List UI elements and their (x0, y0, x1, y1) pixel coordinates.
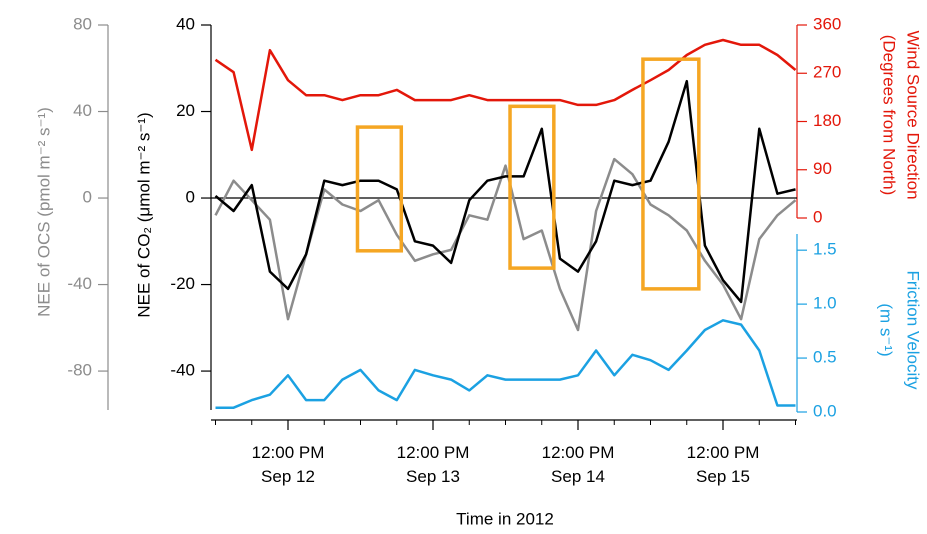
y-tick-label: 0.0 (813, 401, 837, 420)
y-axis-label: NEE of CO₂ (μmol m⁻² s⁻¹) (134, 112, 153, 317)
y-tick-label: 0 (813, 207, 822, 226)
y-tick-label: 80 (73, 14, 92, 33)
series-line (214, 157, 797, 332)
y-tick-label: -40 (170, 361, 195, 380)
y-tick-label: -40 (67, 274, 92, 293)
series-line (215, 319, 796, 409)
y-tick-label: 40 (176, 14, 195, 33)
x-tick-label: 12:00 PM Sep 14 (541, 443, 615, 486)
y-tick-label: 1.0 (813, 294, 837, 313)
highlight-box (355, 125, 404, 253)
x-tick-label: 12:00 PM Sep 15 (686, 443, 760, 486)
y-tick-label: 0 (186, 188, 195, 207)
y-tick-label: -20 (170, 274, 195, 293)
y-tick-label: 0.5 (813, 348, 837, 367)
y-tick-label: -80 (67, 361, 92, 380)
y-tick-label: 0 (83, 188, 92, 207)
y-tick-label: 180 (813, 111, 841, 130)
highlight-box (641, 57, 701, 291)
y-tick-label: 270 (813, 63, 841, 82)
x-axis-label: Time in 2012 (456, 509, 554, 528)
x-tick-label: 12:00 PM Sep 13 (396, 443, 470, 486)
y-axis-label: (Degrees from North) (880, 35, 899, 196)
y-axis-label: NEE of OCS (pmol m⁻² s⁻¹) (34, 107, 53, 317)
y-tick-label: 90 (813, 159, 832, 178)
y-tick-label: 20 (176, 101, 195, 120)
y-axis-label: (m s⁻¹) (877, 303, 896, 356)
y-axis-label: Wind Source Direction (904, 30, 923, 199)
y-tick-label: 40 (73, 101, 92, 120)
x-tick-label: 12:00 PM Sep 12 (251, 443, 325, 486)
y-tick-label: 1.5 (813, 240, 837, 259)
y-axis-label: Friction Velocity (904, 270, 923, 390)
y-tick-label: 360 (813, 14, 841, 33)
highlight-box (508, 104, 556, 270)
series-line (214, 38, 797, 152)
